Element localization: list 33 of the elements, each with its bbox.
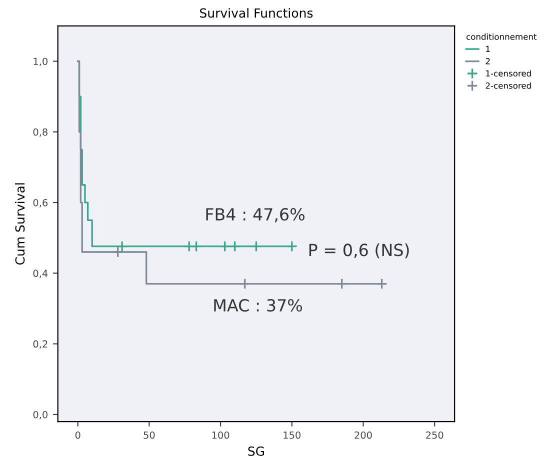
legend-label: 2 <box>486 58 490 64</box>
point <box>219 240 231 252</box>
x-axis-title: SG <box>248 446 264 456</box>
annotation: P = 0,6 (NS) <box>309 243 409 258</box>
x-tick-label: 50 <box>144 431 155 439</box>
y-tick-label: 0,6 <box>33 199 48 208</box>
y-tick-label: 0,2 <box>33 340 48 349</box>
legend-label: 2-censored <box>486 82 531 89</box>
x-tick-label: 0 <box>75 431 80 439</box>
y-tick-label: 0,8 <box>33 128 48 137</box>
x-tick-label: 100 <box>212 431 230 439</box>
x-tick-label: 250 <box>426 431 444 439</box>
point <box>190 240 202 252</box>
annotation: FB4 : 47,6% <box>206 208 305 222</box>
y-tick-label: 0,0 <box>33 410 48 420</box>
x-tick-label: 150 <box>284 431 301 439</box>
point <box>229 240 241 252</box>
legend-label: 1-censored <box>486 70 531 77</box>
chart-title: Survival Functions <box>200 8 313 18</box>
point <box>376 278 388 290</box>
annotation: MAC : 37% <box>214 299 302 312</box>
y-tick-label: 1,0 <box>34 58 48 66</box>
point <box>250 240 262 252</box>
point <box>116 240 128 252</box>
legend-title: conditionnement <box>466 33 537 40</box>
point <box>336 278 348 290</box>
point <box>239 278 250 290</box>
x-tick-label: 200 <box>354 431 372 439</box>
legend-label: 1 <box>486 46 490 52</box>
y-tick-label: 0,4 <box>33 270 48 278</box>
point <box>112 246 124 258</box>
point <box>286 240 298 252</box>
y-axis-title: Cum Survival <box>15 183 25 265</box>
